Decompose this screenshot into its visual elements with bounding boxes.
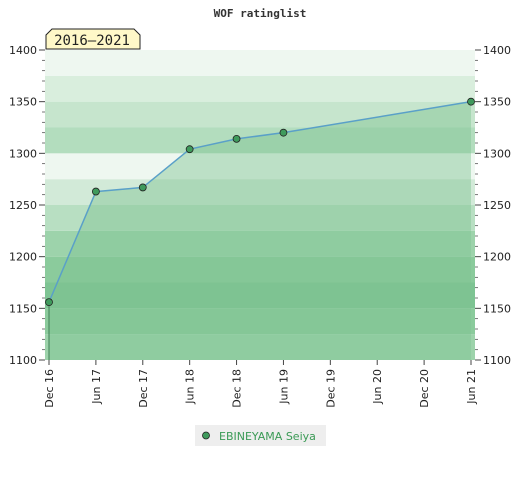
y-tick-label-left: 1250 — [9, 199, 37, 212]
y-tick-label-right: 1400 — [483, 44, 511, 57]
background-band — [45, 334, 475, 360]
x-tick-label: Jun 18 — [184, 369, 197, 405]
background-band — [45, 205, 475, 231]
y-tick-label-right: 1300 — [483, 147, 511, 160]
legend-label: EBINEYAMA Seiya — [219, 430, 316, 443]
axis-minor-ticks — [42, 59, 478, 351]
background-band — [45, 230, 475, 257]
period-badge-label: 2016–2021 — [54, 33, 130, 49]
data-point — [467, 97, 475, 106]
data-point — [279, 128, 288, 137]
x-tick-label: Jun 17 — [90, 369, 103, 405]
legend-marker — [202, 431, 210, 440]
background-band — [45, 308, 475, 335]
background-band — [45, 50, 475, 76]
y-tick-label-right: 1100 — [483, 354, 511, 367]
area-fill — [49, 101, 471, 361]
y-tick-label-right: 1350 — [483, 96, 511, 109]
x-tick-label: Dec 17 — [137, 369, 150, 408]
legend-box — [195, 425, 326, 446]
y-tick-label-left: 1200 — [9, 251, 37, 264]
x-tick-label: Jun 19 — [277, 369, 290, 405]
y-tick-label-right: 1200 — [483, 251, 511, 264]
y-tick-label-left: 1400 — [9, 44, 37, 57]
data-point — [138, 183, 147, 192]
y-tick-label-left: 1300 — [9, 147, 37, 160]
background-band — [45, 127, 475, 154]
x-tick-label: Dec 18 — [231, 369, 244, 408]
data-point — [185, 145, 194, 154]
data-point — [45, 298, 53, 307]
x-tick-label: Jun 20 — [371, 369, 384, 405]
data-point — [232, 134, 241, 143]
x-tick-label: Dec 20 — [418, 369, 431, 408]
background-bands — [45, 50, 475, 360]
background-band — [45, 282, 475, 309]
chart-title: WOF ratinglist — [214, 7, 307, 20]
x-tick-label: Jun 21 — [465, 369, 478, 405]
axes: 1100 1100 1150 1150 1200 1200 1250 1250 1300 1300… — [9, 44, 511, 408]
series-marks — [45, 97, 475, 307]
y-tick-label-left: 1150 — [9, 302, 37, 315]
x-tick-label: Dec 16 — [43, 369, 56, 408]
background-band — [45, 153, 475, 180]
data-point — [91, 187, 100, 196]
background-band — [45, 101, 475, 128]
period-badge: 2016–2021 — [45, 28, 141, 50]
y-tick-label-left: 1100 — [9, 354, 37, 367]
y-tick-label-right: 1250 — [483, 199, 511, 212]
legend: EBINEYAMA Seiya — [195, 425, 326, 446]
y-tick-label-right: 1150 — [483, 302, 511, 315]
background-band — [45, 256, 475, 283]
y-tick-label-left: 1350 — [9, 96, 37, 109]
series-area — [49, 101, 471, 361]
background-band — [45, 75, 475, 102]
x-tick-label: Dec 19 — [324, 369, 337, 408]
background-band — [45, 179, 475, 205]
